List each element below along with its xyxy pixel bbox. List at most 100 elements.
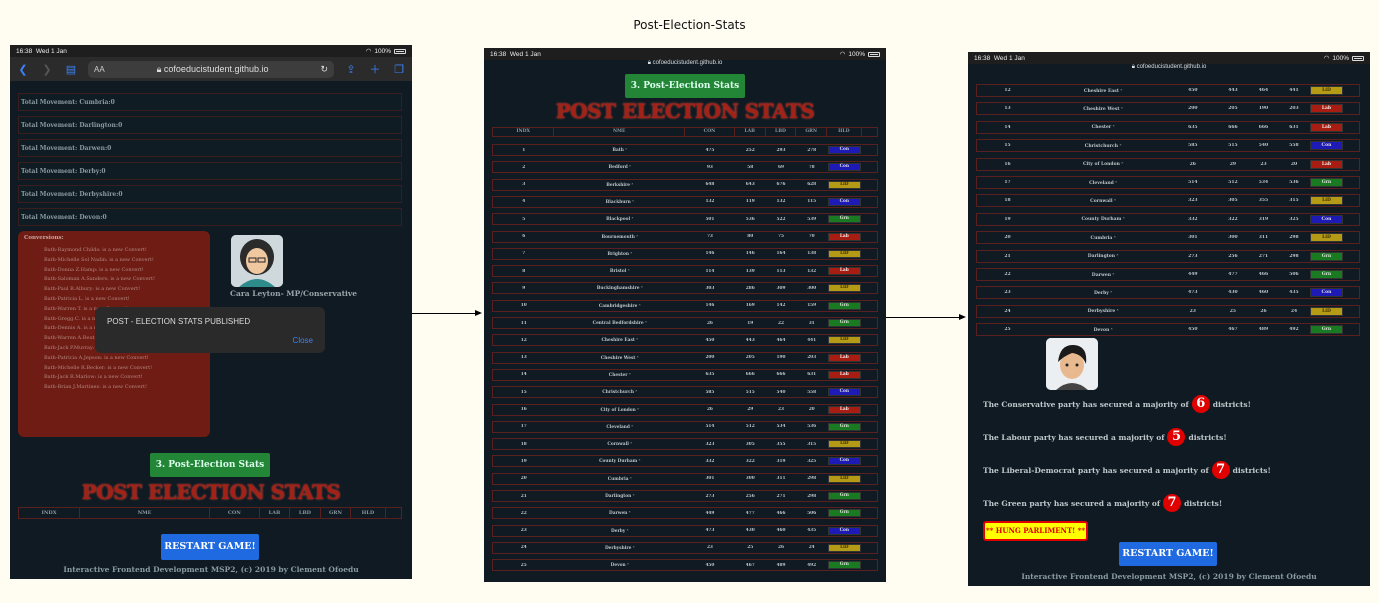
conversion-item: Bath-Paul B.Albury: is a new Convert! <box>44 286 141 293</box>
row-value: 23 <box>706 545 713 551</box>
row-value: 464 <box>776 337 786 343</box>
row-value: 558 <box>1289 143 1299 149</box>
hold-badge: LiD <box>1310 306 1343 316</box>
row-value: 536 <box>1289 180 1299 185</box>
url-mini[interactable]: 🔒︎ cofoeducistudent.github.io <box>1131 64 1207 70</box>
table-row: 22 Darwen ˟ 449 477 466 506 Grn <box>492 507 878 520</box>
row-value: 26 <box>1189 161 1196 167</box>
hold-cell: LiD <box>827 440 862 449</box>
hold-badge: Grn <box>828 422 861 431</box>
row-value: 322 <box>745 458 755 464</box>
row-value: 512 <box>745 424 755 430</box>
row-index: 15 <box>1004 143 1011 149</box>
row-value: 305 <box>745 441 755 447</box>
table-row: 23 Derby ˟ 473 430 460 435 Con <box>976 286 1360 300</box>
table-row: 25 Devon ˟ 450 467 489 492 Grn <box>492 559 878 572</box>
hold-badge: Grn <box>828 509 861 518</box>
hold-cell: Grn <box>1309 178 1343 187</box>
header-cell: LBD <box>766 128 797 136</box>
majority-suffix: districts! <box>1184 498 1223 508</box>
row-value: 536 <box>807 424 817 430</box>
header-cell: HLD <box>827 128 862 136</box>
row-index: 2 <box>522 164 526 170</box>
row-name: City of London ˟ <box>600 407 639 413</box>
row-value: 75 <box>777 234 784 239</box>
row-value: 298 <box>1289 253 1299 259</box>
movement-row: Total Movement: Darwen:0 <box>18 139 402 157</box>
post-election-stats-button[interactable]: 3. Post-Election Stats <box>625 74 745 98</box>
tabs-icon[interactable]: ❐ <box>394 63 404 76</box>
row-value: 80 <box>747 234 754 239</box>
row-value: 536 <box>745 216 755 222</box>
row-value: 450 <box>1188 88 1198 93</box>
majority-suffix: districts! <box>1232 465 1271 475</box>
row-value: 506 <box>1289 272 1299 277</box>
row-value: 25 <box>1229 308 1237 314</box>
row-value: 31 <box>808 320 815 326</box>
row-value: 169 <box>745 303 755 309</box>
battery-icon <box>1352 55 1364 61</box>
row-value: 477 <box>1228 272 1238 277</box>
forward-icon[interactable]: ❯ <box>42 63 52 76</box>
row-value: 138 <box>807 251 817 257</box>
lock-icon: 🔒︎ <box>647 60 651 66</box>
row-value: 164 <box>776 251 786 257</box>
row-value: 23 <box>1260 161 1267 167</box>
row-value: 514 <box>1188 180 1198 185</box>
bookmarks-icon[interactable]: ▤ <box>65 63 77 76</box>
row-index: 10 <box>520 303 527 309</box>
dialog-close-button[interactable]: Close <box>292 336 313 345</box>
row-value: 666 <box>1228 124 1238 130</box>
row-value: 515 <box>745 389 755 395</box>
row-value: 534 <box>1258 180 1269 185</box>
row-index: 13 <box>1004 106 1011 112</box>
hold-cell: Grn <box>827 509 862 518</box>
url-field[interactable]: AA 🔒︎ cofoeducistudent.github.io ↻ <box>88 60 334 78</box>
conversion-item: Bath-Brian J.Martinez: is a new Convert! <box>44 384 148 391</box>
conversion-item: Bath-Patricia L. is a new Convert! <box>44 295 130 302</box>
row-value: 146 <box>705 251 715 257</box>
row-name: City of London ˟ <box>1082 162 1124 168</box>
post-election-stats-button[interactable]: 3. Post-Election Stats <box>150 453 270 477</box>
share-icon[interactable]: ⇪ <box>346 63 356 76</box>
row-value: 300 <box>1228 235 1238 241</box>
row-value: 300 <box>807 285 817 291</box>
row-index: 20 <box>520 476 527 482</box>
hold-cell: LiD <box>1309 233 1343 243</box>
table-row: 12 Cheshire East ˟ 450 443 464 441 LiD <box>976 84 1360 97</box>
hold-cell: Lab <box>1309 122 1343 132</box>
row-value: 631 <box>807 372 817 378</box>
reload-icon[interactable]: ↻ <box>320 63 328 74</box>
majority-suffix: districts! <box>1188 432 1227 442</box>
row-index: 25 <box>1004 327 1011 333</box>
row-value: 256 <box>745 493 755 499</box>
table-row: 21 Darlington ˟ 273 256 271 298 Grn <box>492 490 878 502</box>
restart-game-button[interactable]: RESTART GAME! <box>1119 542 1217 566</box>
row-value: 26 <box>777 545 784 551</box>
row-name: Darlington ˟ <box>1087 254 1119 260</box>
restart-game-button[interactable]: RESTART GAME! <box>161 534 259 560</box>
row-value: 205 <box>745 355 755 361</box>
hold-badge: Lab <box>828 370 861 379</box>
row-value: 190 <box>776 355 786 361</box>
row-value: 648 <box>705 182 715 188</box>
row-value: 286 <box>745 285 755 291</box>
back-icon[interactable]: ❮ <box>18 63 28 76</box>
table-row: 13 Cheshire West ˟ 200 205 190 203 Lab <box>492 351 878 364</box>
row-value: 473 <box>705 528 715 534</box>
new-tab-icon[interactable]: ＋ <box>369 64 381 76</box>
row-value: 113 <box>776 268 786 274</box>
row-value: 203 <box>807 355 817 361</box>
row-name: Derby ˟ <box>611 528 629 534</box>
url-mini[interactable]: 🔒︎ cofoeducistudent.github.io <box>647 60 723 66</box>
row-value: 322 <box>1228 216 1238 222</box>
hold-cell: Lab <box>827 370 862 379</box>
row-value: 466 <box>1258 272 1269 277</box>
row-value: 441 <box>807 337 817 343</box>
table-row: 13 Cheshire West ˟ 200 205 190 203 Lab <box>976 102 1360 116</box>
hold-cell: Grn <box>1309 251 1343 261</box>
row-value: 273 <box>1188 253 1198 259</box>
row-index: 1 <box>522 147 526 153</box>
hold-badge: Con <box>1310 288 1343 298</box>
row-name: Darwen ˟ <box>1091 272 1115 278</box>
